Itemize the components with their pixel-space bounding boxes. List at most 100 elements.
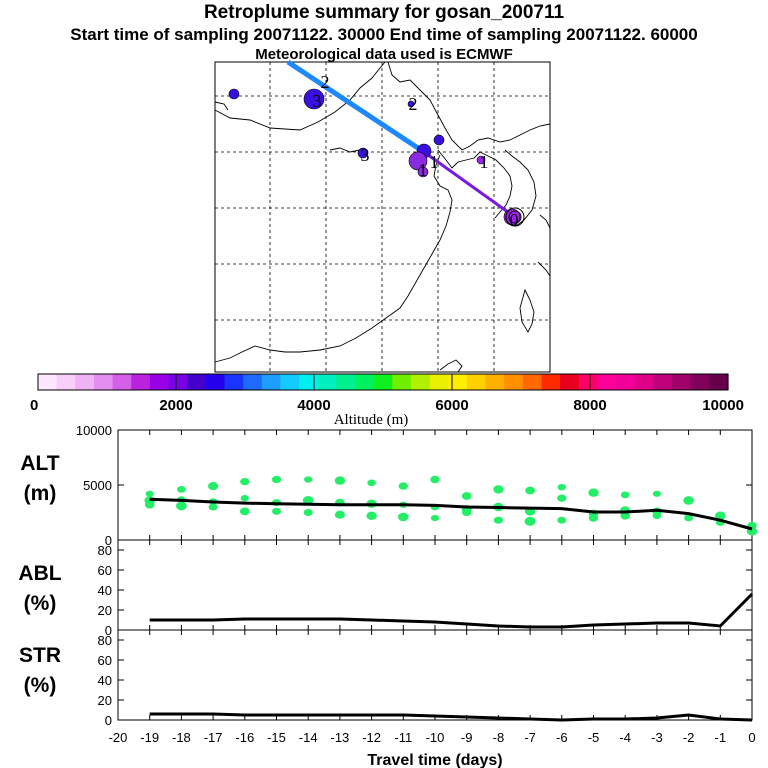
altitude-data-point [494, 517, 503, 524]
altitude-data-point [304, 476, 312, 482]
altitude-data-point [240, 508, 250, 516]
colorbar-cell [206, 374, 225, 390]
panel-label: STR [19, 644, 61, 667]
colorbar-tick-label: 6000 [435, 397, 468, 414]
y-tick-label: 10000 [76, 423, 112, 438]
trajectory-day-label: 1 [480, 152, 489, 172]
x-axis-title: Travel time (days) [367, 752, 502, 768]
panel-label-unit: (%) [24, 592, 57, 615]
altitude-data-point [146, 491, 154, 497]
retroplume-figure: 221 10331 0 2000 4000 6000 8000 10000 Altitude… [0, 0, 768, 768]
colorbar-cell [579, 374, 598, 390]
colorbar-cell [318, 374, 337, 390]
trajectory-map: 221 10331 [215, 62, 550, 372]
colorbar-cell [597, 374, 616, 390]
colorbar-cell [691, 374, 710, 390]
x-tick-label: -9 [461, 730, 473, 745]
altitude-data-point [588, 488, 598, 496]
trajectory-day-label: 1 [419, 160, 428, 180]
y-tick-label: 20 [98, 693, 112, 708]
colorbar-cell [243, 374, 262, 390]
panel-str: 806040200STR(%)-20 -19 -18 -17 -16 -15 -14 -13-… [19, 630, 756, 768]
altitude-data-point [653, 491, 661, 497]
colorbar-tick-label: 4000 [297, 397, 330, 414]
altitude-data-point [525, 517, 536, 526]
colorbar-cell [57, 374, 76, 390]
x-tick-label: -2 [683, 730, 695, 745]
altitude-data-point [398, 513, 409, 522]
colorbar-cell [355, 374, 374, 390]
x-tick-label: -19 [140, 730, 159, 745]
x-tick-label: -18 [172, 730, 191, 745]
x-tick-label: -3 [651, 730, 663, 745]
x-tick-label: 0 [748, 730, 755, 745]
colorbar-cell [486, 374, 505, 390]
colorbar-tick-label: 0 [30, 397, 38, 414]
trajectory-day-label: 1 [430, 152, 439, 172]
colorbar-cell [75, 374, 94, 390]
colorbar-cell [504, 374, 523, 390]
colorbar-cell [150, 374, 169, 390]
x-tick-label: -16 [235, 730, 254, 745]
x-tick-label: -4 [619, 730, 631, 745]
x-tick-label: -13 [331, 730, 350, 745]
colorbar-cell [653, 374, 672, 390]
altitude-data-point [177, 486, 186, 493]
str-line [150, 714, 752, 720]
colorbar-cell [411, 374, 430, 390]
altitude-data-point [525, 487, 535, 495]
altitude-data-point [589, 514, 598, 521]
altitude-colorbar: 0 2000 4000 6000 8000 10000 Altitude (m) [30, 374, 744, 428]
panel-frame [118, 540, 752, 630]
abl-line [150, 594, 752, 627]
y-tick-label: 60 [98, 563, 112, 578]
altitude-data-point [430, 476, 439, 483]
x-tick-label: -6 [556, 730, 568, 745]
altitude-data-point [367, 479, 376, 486]
trajectory-day-label: 3 [313, 91, 322, 111]
altitude-data-point [431, 515, 439, 521]
plume-cluster-marker [229, 89, 239, 99]
colorbar-cell [169, 374, 188, 390]
altitude-data-point [304, 509, 313, 516]
colorbar-cell [430, 374, 449, 390]
colorbar-tick-label: 8000 [573, 397, 606, 414]
panel-abl: 80 60 40 20 0 ABL (%) [18, 540, 752, 638]
altitude-data-point [366, 512, 376, 520]
altitude-data-point [462, 509, 471, 516]
colorbar-cell [374, 374, 393, 390]
altitude-data-point [558, 484, 566, 490]
x-tick-label: -8 [493, 730, 505, 745]
colorbar-cell [709, 374, 728, 390]
y-tick-label: 5000 [83, 478, 112, 493]
colorbar-cell [392, 374, 411, 390]
x-tick-label: -11 [394, 730, 412, 745]
trajectory-day-label: 2 [409, 94, 418, 114]
colorbar-cell [635, 374, 654, 390]
colorbar-cell [262, 374, 281, 390]
altitude-data-point [208, 482, 218, 490]
altitude-data-point [462, 492, 472, 500]
altitude-data-point [683, 496, 694, 505]
altitude-data-point [557, 517, 566, 524]
time-series-panels: 10000 5000 0 ALT (m) 80 60 40 20 0 ABL (%) 80 60 40 20 0… [18, 423, 757, 768]
altitude-data-point [145, 501, 155, 509]
colorbar-cell [523, 374, 542, 390]
y-tick-label: 40 [98, 673, 112, 688]
altitude-mean-line [150, 499, 752, 529]
x-tick-label: -5 [588, 730, 600, 745]
y-tick-label: 20 [98, 603, 112, 618]
altitude-data-point [209, 503, 218, 510]
trajectory-day-label: 3 [361, 145, 370, 165]
altitude-data-point [653, 513, 662, 520]
altitude-data-point [399, 482, 408, 489]
colorbar-label: Altitude (m) [334, 412, 409, 428]
y-tick-label: 0 [105, 713, 112, 728]
x-tick-label: -14 [299, 730, 318, 745]
x-tick-label: -20 [109, 730, 128, 745]
panel-alt: 10000 5000 0 ALT (m) [20, 423, 757, 548]
colorbar-cell [280, 374, 299, 390]
y-tick-label: 60 [98, 653, 112, 668]
colorbar-cell [336, 374, 355, 390]
altitude-data-point [621, 491, 630, 498]
